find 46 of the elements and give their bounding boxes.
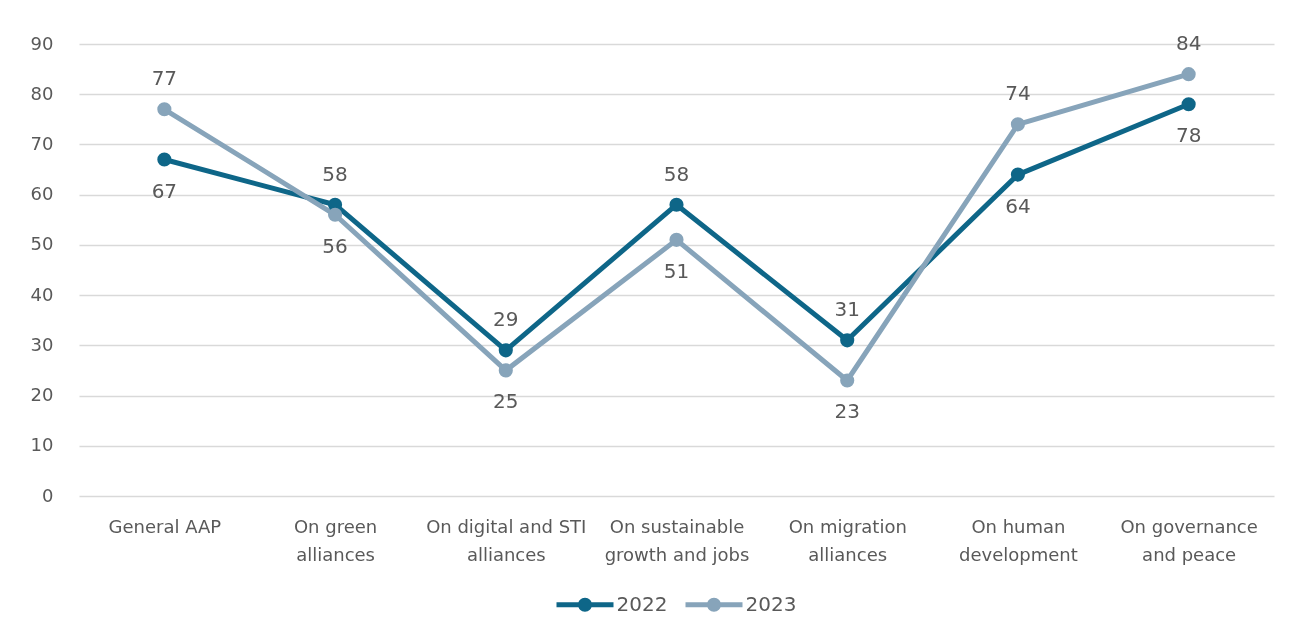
data-label: 67 — [151, 178, 178, 203]
x-tick-label: On sustainable growth and jobs — [604, 515, 750, 565]
x-tick-label: General AAP — [108, 515, 222, 537]
data-label: 56 — [322, 233, 348, 258]
point — [840, 373, 855, 388]
data-label: 78 — [1175, 123, 1202, 148]
y-tick-label: 40 — [30, 283, 54, 305]
y-tick-label: 70 — [30, 132, 54, 154]
legend-label: 2022 — [616, 591, 668, 616]
y-tick-label: 10 — [30, 434, 54, 456]
x-tick-label: On human development — [959, 515, 1078, 565]
point — [840, 333, 855, 348]
point — [498, 343, 513, 358]
x-tick-label: On governance and peace — [1120, 515, 1258, 565]
data-label: 58 — [663, 161, 690, 186]
y-tick-label: 20 — [30, 384, 54, 406]
y-tick-label: 60 — [30, 183, 54, 205]
data-label: 23 — [834, 399, 860, 424]
y-tick-label: 90 — [30, 32, 54, 54]
y-tick-label: 0 — [42, 484, 54, 506]
x-tick-label: On green alliances — [293, 515, 378, 565]
data-label: 74 — [1005, 81, 1031, 106]
y-tick-label: 30 — [30, 333, 54, 355]
data-label: 64 — [1005, 193, 1031, 218]
point — [1010, 117, 1025, 132]
data-label: 29 — [493, 307, 519, 332]
data-label: 25 — [493, 389, 519, 414]
data-label: 51 — [663, 258, 690, 283]
y-tick-label: 50 — [30, 233, 54, 255]
data-label: 31 — [834, 297, 860, 322]
data-label: 84 — [1175, 31, 1202, 56]
y-tick-label: 80 — [30, 82, 54, 104]
point — [669, 197, 684, 212]
point — [1181, 67, 1196, 82]
point — [669, 232, 684, 247]
data-label: 77 — [151, 66, 178, 91]
point — [1181, 97, 1196, 112]
point — [498, 363, 513, 378]
legend-label: 2023 — [745, 591, 797, 616]
x-tick-label: On digital and STI alliances — [426, 515, 587, 565]
point — [1010, 167, 1025, 182]
x-tick-label: On migration alliances — [788, 515, 907, 565]
point — [157, 152, 172, 167]
point — [157, 102, 172, 117]
data-label: 58 — [322, 161, 348, 186]
point — [328, 207, 343, 222]
